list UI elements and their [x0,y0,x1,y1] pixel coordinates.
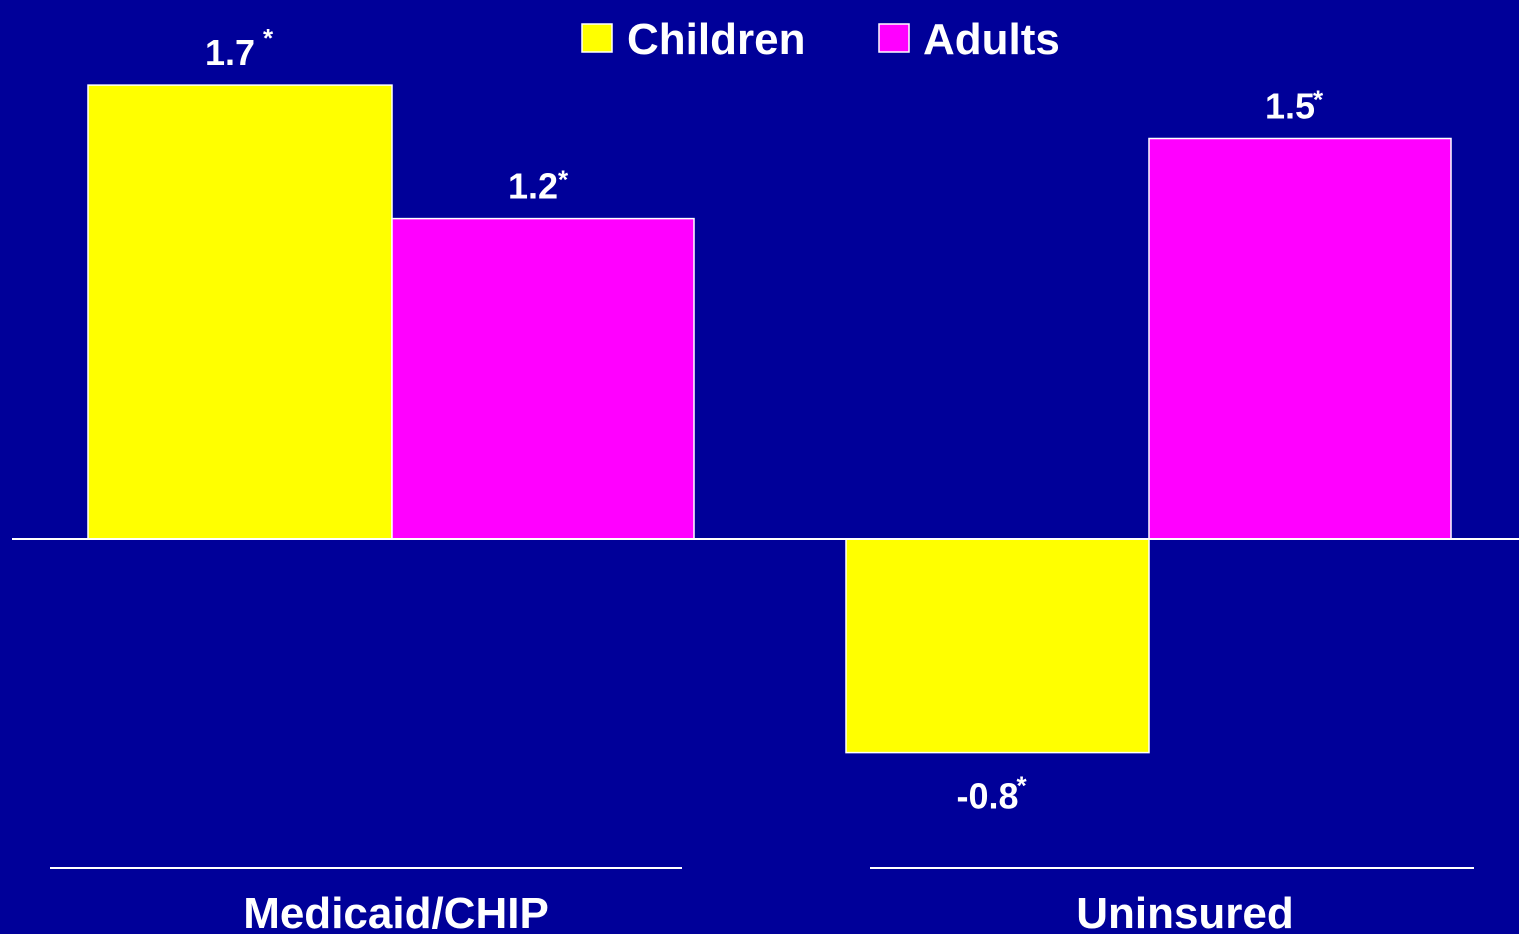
legend: Children Adults [581,15,1060,64]
bars-group [87,84,1452,754]
bar-children-2 [845,538,1150,754]
legend-swatch-children [581,23,613,53]
data-label-children-1: 1.7 [205,32,255,73]
significance-marker: * [1016,771,1027,801]
data-label-adults-2: 1.5 [1265,86,1315,127]
category-label-2: Uninsured [1076,889,1294,934]
data-label-adults-1: 1.2 [508,166,558,207]
significance-marker: * [1313,85,1324,115]
category-axis-group: Medicaid/CHIP Uninsured [50,867,1474,934]
legend-label-children: Children [627,15,805,64]
bar-children-1 [87,84,393,540]
legend-label-adults: Adults [923,15,1060,64]
bar-adults-1 [391,217,695,540]
legend-swatch-adults [878,23,910,53]
data-label-children-2: -0.8 [956,776,1018,817]
data-labels-group: 1.7 *1.2 *-0.8*1.5* [205,23,1324,817]
bar-adults-2 [1148,137,1452,540]
significance-marker: * [263,23,274,53]
significance-marker: * [558,165,569,195]
category-label-1: Medicaid/CHIP [243,889,549,934]
